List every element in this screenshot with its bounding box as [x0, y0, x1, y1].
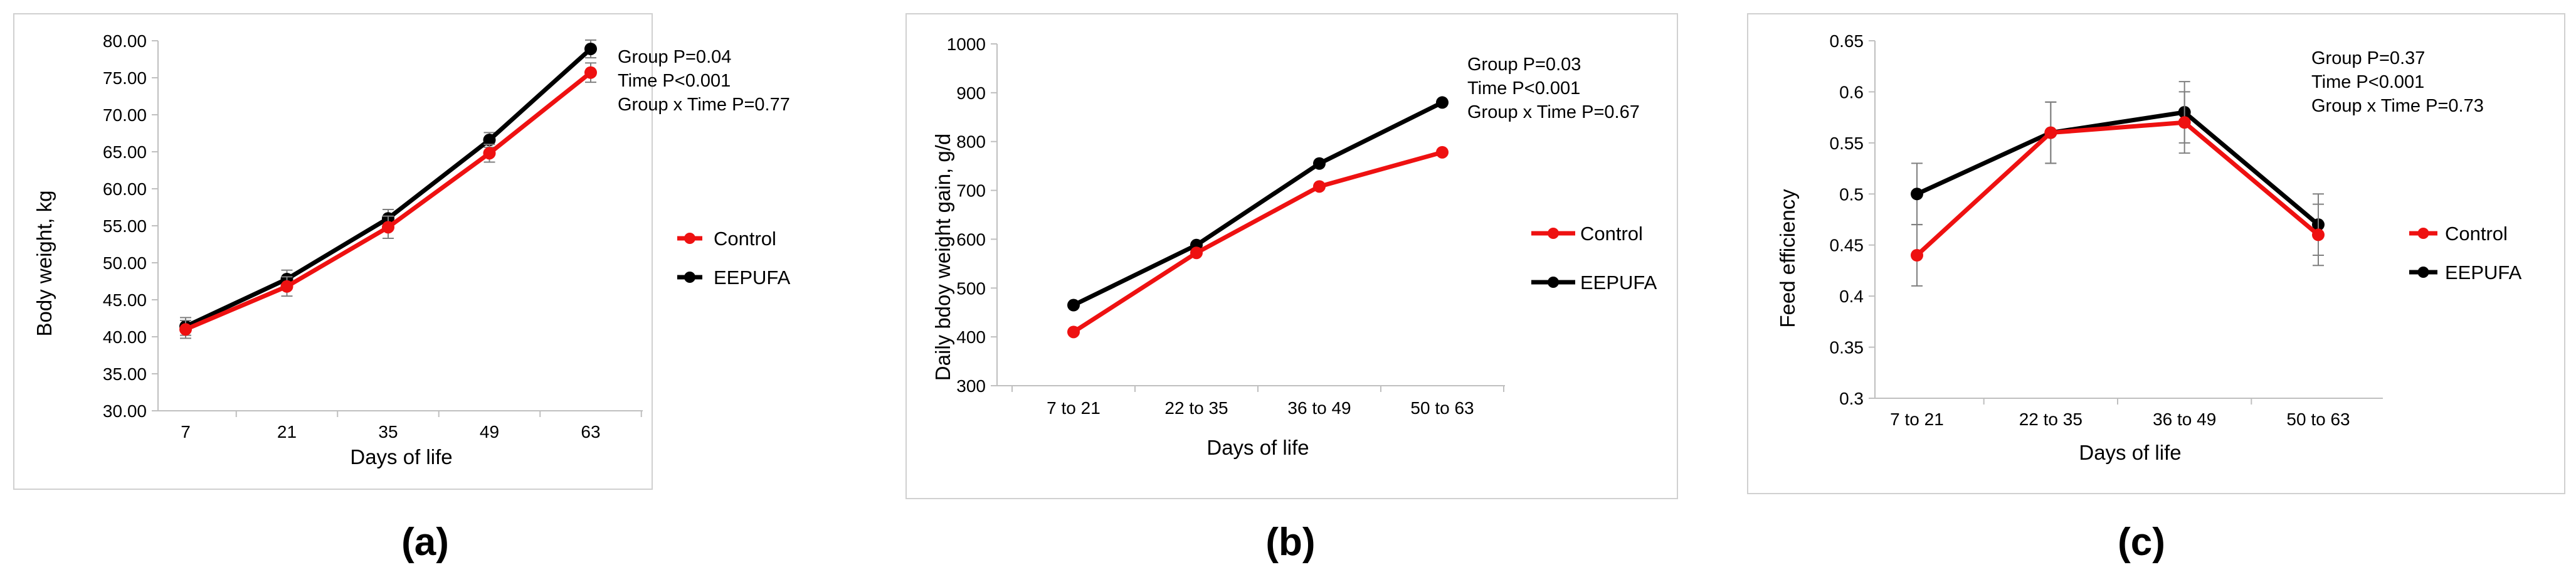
- x-axis-title: Days of life: [350, 445, 452, 468]
- legend-control-marker: [684, 233, 695, 244]
- y-tick-label: 400: [956, 327, 986, 347]
- x-tick-label: 36 to 49: [2153, 410, 2216, 429]
- control-series-line: [1072, 150, 1443, 334]
- y-tick-label: 55.00: [103, 216, 147, 236]
- panel-caption: (c): [2118, 521, 2165, 564]
- y-tick-label: 35.00: [103, 364, 147, 384]
- x-tick-label: 35: [378, 422, 398, 442]
- stats-annotation: Group P=0.37: [2311, 48, 2425, 68]
- y-tick-label: 0.4: [1839, 287, 1864, 306]
- stats-annotation: Time P<0.001: [1467, 78, 1580, 98]
- control-data-point: [2044, 126, 2057, 139]
- legend-control-label: Control: [2445, 223, 2508, 245]
- y-axis-title: Feed efficiency: [1776, 189, 1799, 328]
- legend-eepufa-label: EEPUFA: [714, 267, 791, 288]
- x-tick-label: 49: [480, 422, 499, 442]
- legend-eepufa-marker: [684, 272, 695, 283]
- legend-eepufa-label: EEPUFA: [2445, 262, 2522, 283]
- control-data-point: [584, 66, 597, 79]
- stats-annotation: Time P<0.001: [618, 71, 731, 91]
- y-tick-label: 80.00: [103, 31, 147, 51]
- y-tick-label: 500: [956, 278, 986, 298]
- y-tick-label: 70.00: [103, 105, 147, 125]
- x-tick-label: 7 to 21: [1047, 398, 1101, 418]
- stats-annotation: Group P=0.04: [618, 47, 731, 67]
- chart-panel-c: 0.3 0.35 0.4 0.45 0.5 0.55 0.6 0.65 7 to 21 22 to…: [1747, 13, 2565, 494]
- y-axis-title: Body weight, kg: [33, 191, 56, 337]
- eepufa-data-point: [483, 134, 496, 147]
- y-tick-label: 0.3: [1839, 389, 1864, 408]
- eepufa-data-point: [1911, 188, 1923, 201]
- y-tick-label: 75.00: [103, 68, 147, 88]
- panel-frame: [905, 13, 1678, 499]
- eepufa-data-point: [584, 42, 597, 55]
- eepufa-series-line: [1916, 110, 2320, 226]
- panel-caption: (b): [1265, 521, 1315, 564]
- stats-annotation: Group x Time P=0.73: [2311, 96, 2484, 116]
- x-axis-title: Days of life: [1206, 436, 1309, 459]
- control-data-point: [1067, 325, 1080, 339]
- y-tick-label: 50.00: [103, 253, 147, 273]
- y-tick-label: 700: [956, 181, 986, 201]
- control-data-point: [382, 221, 394, 234]
- control-data-point: [2178, 116, 2191, 129]
- stats-annotation: Group P=0.03: [1467, 55, 1581, 75]
- legend-control-marker: [1548, 228, 1559, 239]
- y-tick-label: 0.35: [1830, 338, 1864, 357]
- y-tick-label: 40.00: [103, 327, 147, 347]
- control-series-line: [1915, 120, 2320, 257]
- legend-eepufa-label: EEPUFA: [1580, 272, 1657, 294]
- eepufa-series-line: [1072, 100, 1444, 307]
- control-data-point: [1911, 249, 1923, 262]
- y-tick-label: 0.6: [1839, 82, 1864, 102]
- panel-frame: [1747, 13, 2565, 494]
- y-tick-label: 45.00: [103, 290, 147, 310]
- x-axis-title: Days of life: [2079, 441, 2181, 464]
- stats-annotation: Group x Time P=0.67: [1467, 102, 1640, 122]
- control-data-point: [1313, 180, 1326, 193]
- control-data-point: [280, 280, 293, 293]
- stats-annotation: Group x Time P=0.77: [618, 95, 790, 115]
- x-tick-label: 63: [581, 422, 600, 442]
- y-tick-label: 30.00: [103, 401, 147, 421]
- x-tick-label: 21: [277, 422, 297, 442]
- y-tick-label: 600: [956, 230, 986, 249]
- eepufa-data-point: [1436, 96, 1449, 109]
- chart-panel-a: 30.00 35.00 40.00 45.00 50.00 55.00 60.00 65.00…: [13, 13, 791, 490]
- y-tick-label: 0.5: [1839, 184, 1864, 204]
- y-axis-title: Daily bdoy weight gain, g/d: [931, 134, 954, 381]
- control-data-point: [483, 147, 496, 160]
- y-tick-label: 800: [956, 132, 986, 152]
- legend-eepufa-marker: [2417, 267, 2429, 278]
- x-tick-label: 22 to 35: [1164, 398, 1228, 418]
- y-tick-label: 1000: [947, 34, 986, 54]
- control-data-point: [1436, 146, 1449, 159]
- y-tick-label: 900: [956, 83, 986, 103]
- legend-control-marker: [2417, 228, 2429, 239]
- x-tick-label: 50 to 63: [2286, 410, 2350, 429]
- y-tick-label: 60.00: [103, 179, 147, 199]
- x-tick-label: 7 to 21: [1890, 410, 1944, 429]
- stats-annotation: Time P<0.001: [2311, 72, 2424, 92]
- x-tick-label: 7: [181, 422, 191, 442]
- control-data-point: [179, 323, 192, 336]
- x-tick-label: 50 to 63: [1410, 398, 1474, 418]
- y-tick-label: 65.00: [103, 142, 147, 162]
- legend-control-label: Control: [1580, 223, 1643, 245]
- x-tick-label: 36 to 49: [1287, 398, 1351, 418]
- y-tick-label: 0.45: [1830, 236, 1864, 255]
- y-tick-label: 300: [956, 376, 986, 396]
- y-tick-label: 0.65: [1830, 31, 1864, 51]
- eepufa-data-point: [1067, 299, 1080, 312]
- control-data-point: [2312, 228, 2325, 241]
- chart-panel-b: 300 400 500 600 700 800 900 1000 7 to 21 22 to 35…: [905, 13, 1678, 499]
- y-tick-label: 0.55: [1830, 134, 1864, 153]
- legend-eepufa-marker: [1548, 277, 1559, 288]
- legend-control-label: Control: [714, 228, 776, 250]
- control-data-point: [1190, 246, 1203, 260]
- eepufa-data-point: [1313, 157, 1326, 170]
- x-tick-label: 22 to 35: [2019, 410, 2082, 429]
- panel-caption: (a): [401, 521, 449, 564]
